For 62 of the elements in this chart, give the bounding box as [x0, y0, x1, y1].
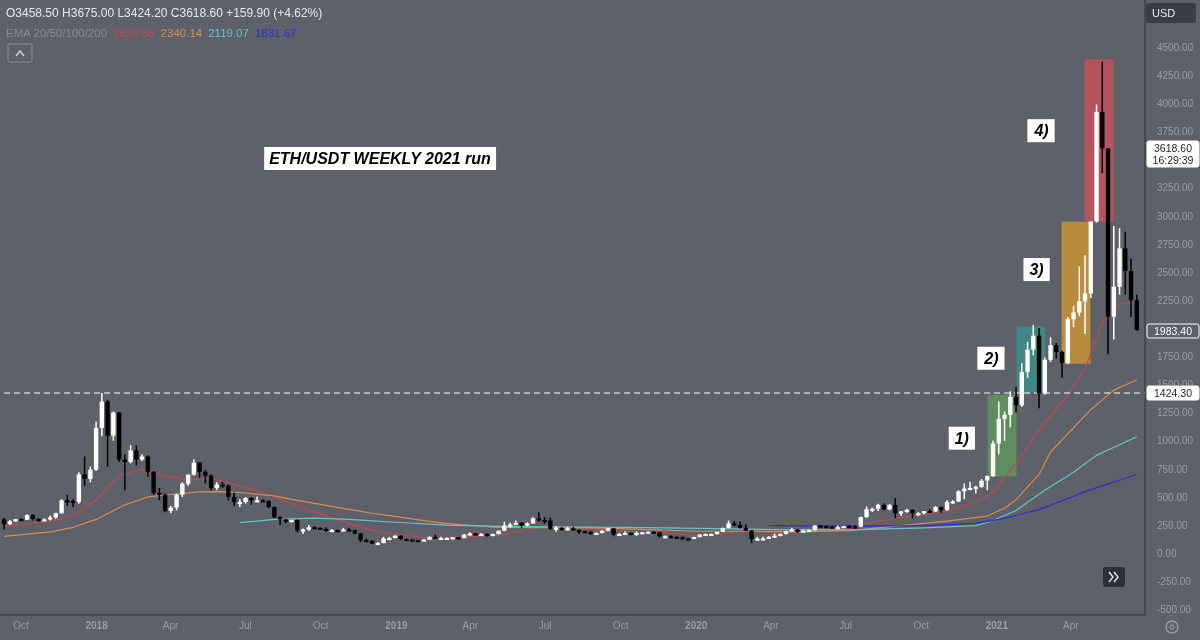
annotation: 2340.14	[160, 27, 203, 39]
annotation: 2826.55	[113, 27, 155, 39]
text: ETH/USDT WEEKLY 2021 run	[269, 150, 492, 167]
annotation: 1)	[954, 429, 969, 447]
y-tick-label: 1250.00	[1157, 407, 1194, 419]
line-series	[3, 379, 1138, 537]
x-tick-label: Jul	[538, 620, 552, 632]
x-tick-label: Oct	[612, 620, 629, 632]
text: 1983.40	[1154, 325, 1193, 337]
x-tick-label: Jul	[238, 620, 252, 632]
y-tick-label: -250.00	[1157, 575, 1192, 587]
annotation: 1831.67	[254, 27, 297, 39]
x-tick-label: Oct	[13, 620, 30, 632]
line-series	[3, 301, 1138, 539]
candlestick	[162, 492, 168, 513]
candlestick	[1123, 230, 1128, 296]
x-tick-label: Oct	[913, 620, 930, 632]
candlestick	[231, 491, 237, 507]
annotation: 2119.07	[208, 27, 249, 39]
candlestick	[1031, 324, 1036, 357]
candlestick	[1077, 265, 1082, 317]
y-tick-label: 3250.00	[1157, 182, 1194, 194]
annotation: 4)	[1033, 122, 1049, 140]
candlestick	[1002, 410, 1007, 442]
y-tick-label: 2250.00	[1157, 294, 1194, 306]
x-tick-label: Oct	[313, 620, 329, 632]
candlestick	[1025, 341, 1030, 379]
candlestick	[145, 454, 151, 478]
y-tick-label: 4000.00	[1157, 98, 1194, 110]
x-tick-label: Apr	[162, 620, 179, 632]
y-tick-label: 4500.00	[1157, 41, 1194, 53]
x-tick-label: 2020	[685, 620, 708, 632]
candlestick	[111, 410, 116, 442]
x-tick-label: 2019	[385, 620, 408, 632]
y-tick-label: -500.00	[1157, 604, 1192, 616]
x-tick-label: Apr	[462, 620, 479, 632]
x-tick-label: Apr	[763, 620, 780, 632]
x-tick-label: Jul	[839, 620, 853, 632]
text: 3618.60	[1154, 142, 1193, 154]
y-tick-label: 250.00	[1157, 519, 1189, 531]
y-tick-label: 750.00	[1157, 463, 1189, 475]
annotation: 3)	[1029, 261, 1044, 279]
x-tick-label: 2018	[85, 620, 109, 632]
text: 16:29:39	[1152, 154, 1194, 166]
x-tick-label: Apr	[1062, 620, 1080, 632]
candlestick	[1082, 254, 1088, 335]
candlestick	[151, 470, 156, 496]
y-tick-label: 3750.00	[1157, 126, 1194, 138]
x-tick-label: 2021	[985, 620, 1009, 632]
candlestick	[1048, 336, 1053, 363]
candlestick	[1071, 305, 1076, 328]
ref-line-label: 1424.30	[1154, 387, 1193, 400]
line-series	[768, 473, 1138, 527]
annotation: O3458.50 H3675.00 L3424.20 C3618.60 +159.90 (+4.62%)	[6, 6, 323, 20]
y-tick-label: 4250.00	[1157, 70, 1194, 82]
candlestick	[1059, 350, 1065, 379]
text: USD	[1152, 7, 1176, 19]
candlestick	[134, 444, 139, 467]
y-tick-label: 3000.00	[1157, 210, 1194, 222]
candlestick	[82, 455, 87, 487]
y-tick-label: 2500.00	[1157, 266, 1194, 278]
annotation: 2)	[983, 349, 999, 367]
